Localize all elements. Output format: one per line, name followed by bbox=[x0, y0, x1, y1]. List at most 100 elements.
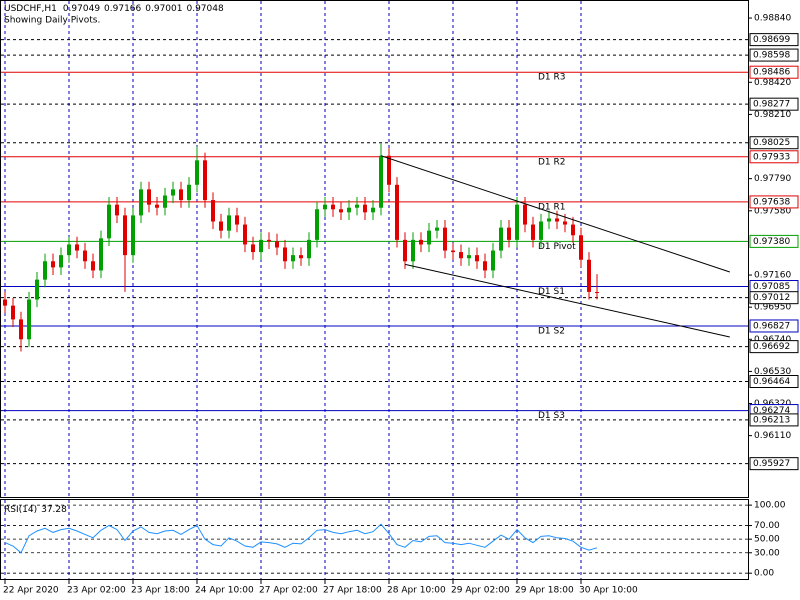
level-label: 0.97380 bbox=[753, 237, 790, 247]
symbol: USDCHF,H1 bbox=[4, 4, 57, 14]
rsi-line bbox=[4, 523, 598, 554]
candle-body bbox=[155, 204, 159, 208]
candle-body bbox=[99, 238, 103, 271]
candle-body bbox=[323, 204, 327, 210]
rsi-y-tick-label: 0.00 bbox=[754, 569, 774, 579]
candle-body bbox=[211, 200, 215, 222]
candle-body bbox=[187, 184, 191, 201]
candle-body bbox=[275, 241, 279, 248]
level-tag bbox=[749, 150, 799, 164]
level-tag bbox=[749, 136, 799, 150]
candle-body bbox=[291, 255, 295, 262]
main-panel bbox=[0, 0, 749, 498]
candle-body bbox=[243, 224, 247, 245]
level-name: D1 S1 bbox=[538, 287, 565, 297]
level-tag bbox=[749, 457, 799, 471]
level-tag bbox=[749, 340, 799, 354]
candle-body bbox=[451, 250, 455, 253]
level-tag bbox=[749, 33, 799, 47]
x-tick-label: 27 Apr 18:00 bbox=[323, 586, 382, 596]
level-label: 0.98486 bbox=[753, 68, 790, 78]
candle-body bbox=[547, 218, 551, 222]
candle-body bbox=[259, 239, 263, 253]
x-tick-label: 28 Apr 10:00 bbox=[387, 586, 446, 596]
candle-body bbox=[67, 244, 71, 256]
level-label: 0.98699 bbox=[753, 35, 790, 45]
y-tick-label: 0.98420 bbox=[754, 78, 791, 88]
x-tick-label: 23 Apr 18:00 bbox=[131, 586, 190, 596]
candle-body bbox=[43, 261, 47, 280]
level-name: D1 S2 bbox=[538, 326, 565, 336]
candle-body bbox=[283, 247, 287, 262]
level-label: 0.97012 bbox=[753, 293, 790, 303]
y-tick-label: 0.98210 bbox=[754, 110, 791, 120]
candle-body bbox=[11, 305, 15, 320]
candle-body bbox=[515, 204, 519, 240]
candle-body bbox=[435, 227, 439, 231]
rsi-y-tick-label: 50.00 bbox=[754, 535, 780, 545]
level-name: D1 R1 bbox=[538, 202, 566, 212]
candle-body bbox=[235, 215, 239, 225]
candle-body bbox=[347, 207, 351, 213]
y-tick-label: 0.96740 bbox=[754, 335, 791, 345]
level-name: D1 R2 bbox=[538, 157, 566, 167]
level-tag bbox=[749, 97, 799, 111]
candle-body bbox=[179, 189, 183, 201]
candle-body bbox=[483, 261, 487, 271]
level-tag bbox=[749, 65, 799, 79]
last-high: 0.97166 bbox=[104, 4, 141, 14]
candle-body bbox=[339, 209, 343, 213]
level-label: 0.96692 bbox=[753, 342, 790, 352]
candle-body bbox=[523, 204, 527, 225]
level-tag bbox=[749, 291, 799, 305]
candle-body bbox=[227, 215, 231, 231]
candle-body bbox=[531, 224, 535, 240]
level-label: 0.98277 bbox=[753, 100, 790, 110]
candle-body bbox=[579, 235, 583, 260]
candle-body bbox=[491, 250, 495, 271]
candle-body bbox=[459, 252, 463, 259]
y-tick-label: 0.98840 bbox=[754, 14, 791, 24]
candle-body bbox=[331, 204, 335, 210]
candle-body bbox=[251, 244, 255, 253]
candle-body bbox=[563, 221, 567, 225]
level-label: 0.98598 bbox=[753, 51, 790, 61]
rsi-header: RSI(14) 37.28 bbox=[4, 505, 67, 515]
candle-body bbox=[59, 255, 63, 268]
candle-body bbox=[35, 279, 39, 300]
y-tick-label: 0.97160 bbox=[754, 271, 791, 281]
candle-body bbox=[587, 259, 591, 292]
candle-body bbox=[307, 239, 311, 259]
rsi-y-tick-label: 30.00 bbox=[754, 548, 780, 558]
candle-body bbox=[507, 227, 511, 240]
plot bbox=[3, 143, 730, 554]
candle-body bbox=[555, 218, 559, 222]
level-name: D1 R3 bbox=[538, 73, 566, 83]
level-label: 0.96274 bbox=[753, 406, 790, 416]
candle-body bbox=[595, 292, 599, 294]
candle-body bbox=[315, 209, 319, 240]
y-tick-label: 0.96320 bbox=[754, 399, 791, 409]
level-label: 0.96213 bbox=[753, 415, 790, 425]
last-low: 0.97001 bbox=[145, 4, 182, 14]
candle-body bbox=[539, 221, 543, 240]
candle-body bbox=[51, 261, 55, 268]
candle-body bbox=[27, 299, 31, 340]
candle-body bbox=[355, 204, 359, 208]
candle-body bbox=[571, 224, 575, 236]
candle-body bbox=[443, 227, 447, 251]
candle-body bbox=[411, 239, 415, 262]
candle-body bbox=[75, 244, 79, 251]
candle-body bbox=[83, 250, 87, 262]
last-close: 0.97048 bbox=[186, 4, 223, 14]
x-tick-label: 22 Apr 2020 bbox=[3, 586, 59, 596]
y-tick-label: 0.97790 bbox=[754, 174, 791, 184]
level-tag bbox=[749, 195, 799, 209]
level-label: 0.96464 bbox=[753, 377, 790, 387]
level-label: 0.97638 bbox=[753, 197, 790, 207]
candle-body bbox=[403, 239, 407, 262]
candle-body bbox=[395, 184, 399, 240]
candle-body bbox=[203, 160, 207, 201]
candle-body bbox=[163, 195, 167, 208]
candle-body bbox=[91, 261, 95, 271]
